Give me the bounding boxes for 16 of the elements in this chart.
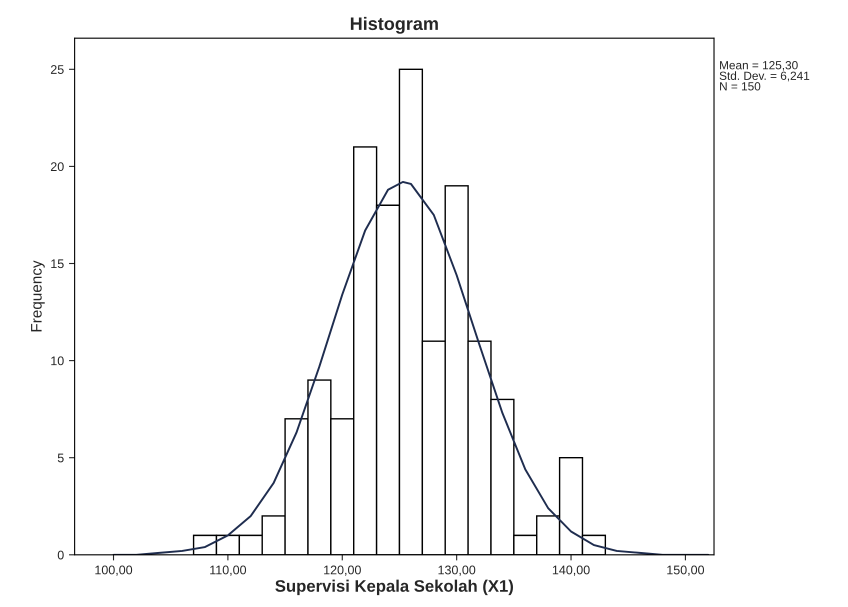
text: Mean = 125,30 Std. Dev. = 6,241 N = 150 — [720, 61, 810, 91]
x-tick-label: 100,00 — [95, 566, 132, 576]
y-tick-label: 10 — [51, 356, 64, 366]
x-tick-label: 110,00 — [210, 566, 246, 576]
x-axis-title: Supervisi Kepala Sekolah (X1) — [275, 580, 513, 596]
x-tick-label: 140,00 — [552, 566, 590, 576]
y-tick-label: 15 — [51, 259, 64, 268]
x-tick-label: 150,00 — [667, 566, 704, 576]
x-tick-label: 120,00 — [324, 566, 361, 576]
y-tick-label: 20 — [50, 162, 64, 172]
y-tick-label: 0 — [58, 550, 64, 560]
chart-title: Histogram — [350, 16, 438, 34]
y-axis-title: Frequency — [31, 260, 45, 332]
x-tick-label: 130,00 — [438, 566, 476, 576]
y-tick-label: 5 — [58, 454, 64, 462]
y-tick-label: 25 — [50, 65, 64, 74]
